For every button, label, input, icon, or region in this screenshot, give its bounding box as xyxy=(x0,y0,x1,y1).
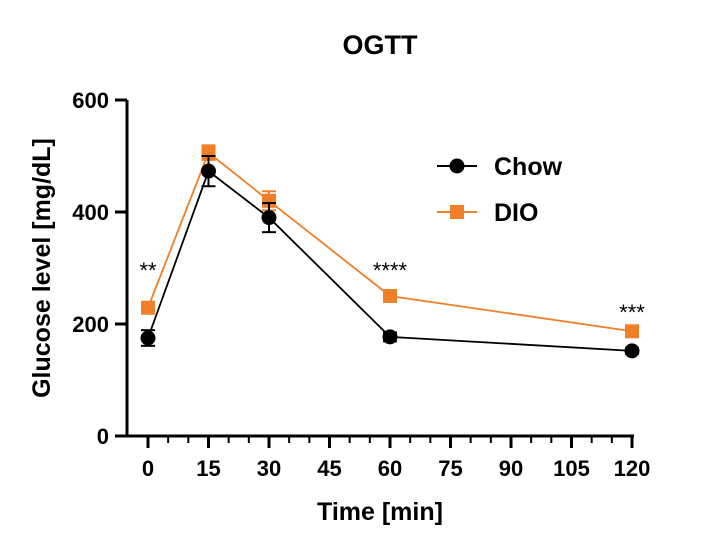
y-axis-label: Glucose level [mg/dL] xyxy=(28,138,56,398)
legend-label: DIO xyxy=(494,199,538,227)
significance-label: ** xyxy=(139,258,157,283)
y-tick-label: 0 xyxy=(97,424,109,449)
x-tick-label: 90 xyxy=(499,456,523,481)
data-point-chow xyxy=(140,330,156,346)
data-point-chow xyxy=(382,329,398,345)
data-point-dio xyxy=(262,193,276,208)
x-tick-label: 15 xyxy=(196,456,220,481)
data-point-chow xyxy=(624,343,640,359)
data-point-chow xyxy=(261,210,277,226)
data-point-chow xyxy=(201,163,216,179)
legend-item-dio: DIO xyxy=(437,199,538,227)
y-tick-label: 400 xyxy=(72,200,109,225)
x-tick-label: 75 xyxy=(438,456,462,481)
data-point-dio xyxy=(383,289,397,303)
x-axis-label: Time [min] xyxy=(317,498,443,526)
x-tick-label: 45 xyxy=(317,456,341,481)
x-tick-label: 30 xyxy=(257,456,281,481)
axes: 0 200 400 600 0 15 30 45 60 75 90 105 120 xyxy=(72,88,650,481)
x-tick-label: 120 xyxy=(614,456,651,481)
x-tick-label: 105 xyxy=(553,456,590,481)
plot-area: ** ******* xyxy=(139,144,645,359)
chart-title: OGTT xyxy=(343,30,418,60)
legend-marker xyxy=(449,158,465,174)
legend-item-chow: Chow xyxy=(437,153,563,181)
significance-label: *** xyxy=(619,300,645,325)
legend-marker xyxy=(450,205,464,219)
y-tick-label: 600 xyxy=(72,88,109,113)
y-tick-label: 200 xyxy=(72,312,109,337)
data-point-dio xyxy=(625,324,639,339)
legend-label: Chow xyxy=(494,153,563,181)
data-point-dio xyxy=(141,300,155,315)
legend: Chow DIO xyxy=(437,153,563,227)
significance-label: **** xyxy=(373,258,408,283)
x-tick-label: 0 xyxy=(142,456,154,481)
x-tick-label: 60 xyxy=(378,456,402,481)
